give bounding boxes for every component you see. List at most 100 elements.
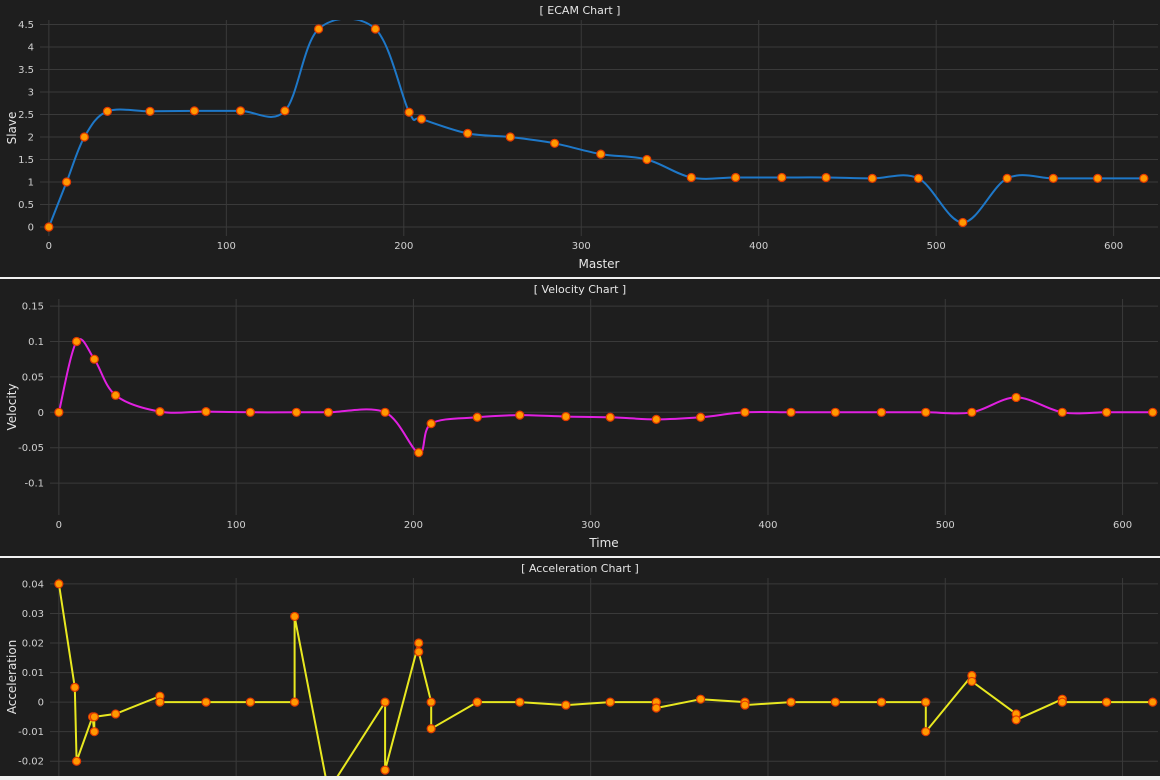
data-point[interactable] <box>89 727 99 737</box>
data-point[interactable] <box>777 172 787 183</box>
data-point[interactable] <box>1093 173 1103 183</box>
data-point[interactable] <box>472 412 482 422</box>
data-point[interactable] <box>1002 173 1012 183</box>
data-point[interactable] <box>1011 715 1021 725</box>
data-point[interactable] <box>201 407 211 417</box>
data-point[interactable] <box>62 177 72 187</box>
data-point[interactable] <box>290 697 300 707</box>
data-point[interactable] <box>651 414 661 424</box>
data-point[interactable] <box>414 448 424 458</box>
x-tick-label: 100 <box>227 520 246 531</box>
data-point[interactable] <box>786 407 796 417</box>
data-point[interactable] <box>821 172 831 183</box>
data-point[interactable] <box>1057 697 1067 707</box>
data-point[interactable] <box>1139 173 1149 183</box>
data-point[interactable] <box>426 419 436 429</box>
y-tick-label: 0.1 <box>28 337 44 348</box>
data-point[interactable] <box>561 700 571 710</box>
data-point[interactable] <box>605 697 615 707</box>
data-point[interactable] <box>110 390 121 400</box>
data-point[interactable] <box>89 354 99 364</box>
data-point[interactable] <box>54 579 64 589</box>
data-point[interactable] <box>830 697 840 707</box>
data-point[interactable] <box>830 407 840 417</box>
data-point[interactable] <box>515 697 525 707</box>
data-point[interactable] <box>913 173 924 183</box>
data-point[interactable] <box>426 724 436 734</box>
data-point[interactable] <box>245 697 255 707</box>
data-point[interactable] <box>921 407 931 417</box>
data-point[interactable] <box>958 217 968 228</box>
data-point[interactable] <box>686 172 696 183</box>
data-point[interactable] <box>155 407 165 417</box>
data-point[interactable] <box>472 697 482 707</box>
data-point[interactable] <box>740 407 750 417</box>
data-point[interactable] <box>414 638 424 648</box>
data-point[interactable] <box>323 407 333 417</box>
chart-title: [ Acceleration Chart ] <box>521 562 639 575</box>
data-point[interactable] <box>290 611 300 622</box>
data-point[interactable] <box>416 114 427 124</box>
data-point[interactable] <box>1148 697 1158 707</box>
data-point[interactable] <box>1101 407 1112 417</box>
data-point[interactable] <box>380 765 390 775</box>
data-point[interactable] <box>696 694 706 704</box>
data-point[interactable] <box>1101 697 1112 707</box>
data-point[interactable] <box>44 222 54 232</box>
data-point[interactable] <box>651 703 661 713</box>
data-point[interactable] <box>561 411 571 422</box>
data-point[interactable] <box>967 676 977 687</box>
data-point[interactable] <box>515 410 525 420</box>
y-tick-label: 4.5 <box>18 20 34 31</box>
data-point[interactable] <box>314 24 324 34</box>
data-point[interactable] <box>867 173 877 183</box>
data-point[interactable] <box>71 336 82 347</box>
data-point[interactable] <box>876 697 887 707</box>
data-point[interactable] <box>1011 392 1021 403</box>
data-point[interactable] <box>89 712 99 722</box>
data-point[interactable] <box>921 727 931 737</box>
y-tick-label: 0.01 <box>22 668 44 679</box>
data-point[interactable] <box>54 407 64 417</box>
data-point[interactable] <box>245 407 255 417</box>
data-point[interactable] <box>370 24 380 34</box>
data-point[interactable] <box>110 709 121 719</box>
data-point[interactable] <box>201 697 211 707</box>
data-point[interactable] <box>79 132 89 142</box>
data-point[interactable] <box>426 697 436 707</box>
data-point[interactable] <box>102 106 113 116</box>
data-point[interactable] <box>505 132 515 142</box>
data-point[interactable] <box>463 128 473 138</box>
data-point[interactable] <box>731 172 741 183</box>
data-point[interactable] <box>70 682 80 692</box>
data-point[interactable] <box>380 697 390 707</box>
data-point[interactable] <box>280 106 290 116</box>
data-point[interactable] <box>1048 173 1058 183</box>
x-tick-label: 100 <box>217 241 236 252</box>
data-point[interactable] <box>235 106 246 116</box>
data-point[interactable] <box>967 407 977 417</box>
data-point[interactable] <box>291 407 302 417</box>
data-point[interactable] <box>921 697 931 707</box>
x-tick-label: 300 <box>581 520 600 531</box>
data-point[interactable] <box>550 138 560 148</box>
data-point[interactable] <box>414 647 424 657</box>
y-axis-label: Acceleration <box>5 640 19 715</box>
data-point[interactable] <box>876 407 887 417</box>
data-point[interactable] <box>380 407 390 417</box>
data-point[interactable] <box>596 149 606 159</box>
data-point[interactable] <box>740 700 750 710</box>
data-point[interactable] <box>786 697 796 707</box>
data-point[interactable] <box>1057 407 1067 417</box>
data-point[interactable] <box>71 756 82 766</box>
data-point[interactable] <box>404 107 414 117</box>
data-point[interactable] <box>1148 407 1158 417</box>
data-point[interactable] <box>696 412 706 422</box>
y-tick-label: 0.03 <box>22 609 44 620</box>
data-point[interactable] <box>189 106 199 116</box>
data-point[interactable] <box>642 154 652 165</box>
data-point[interactable] <box>145 106 155 116</box>
data-point[interactable] <box>155 697 165 707</box>
data-point[interactable] <box>605 412 615 422</box>
